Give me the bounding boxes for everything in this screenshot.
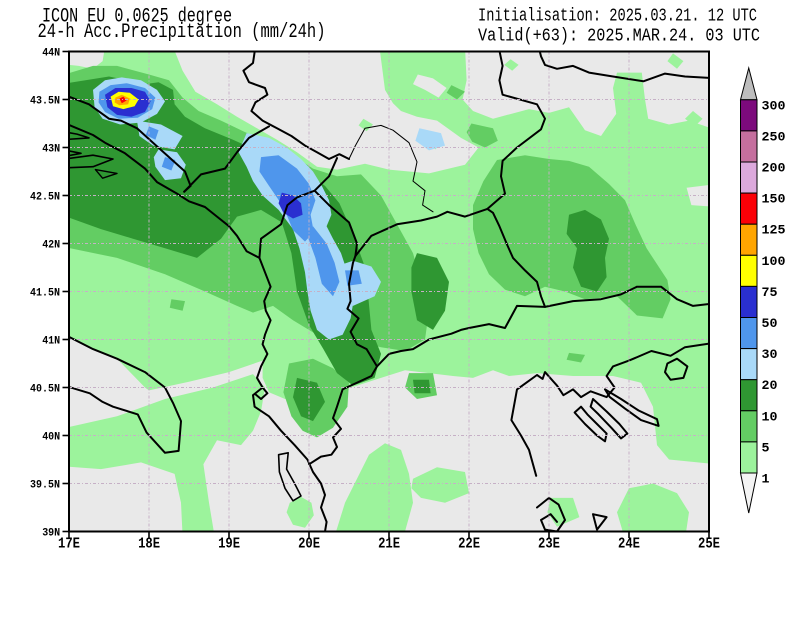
svg-text:5: 5 (762, 441, 770, 455)
svg-text:42N: 42N (42, 239, 60, 251)
svg-text:40N: 40N (42, 431, 60, 443)
svg-text:39.5N: 39.5N (30, 479, 60, 491)
svg-text:22E: 22E (458, 536, 480, 553)
svg-text:44N: 44N (42, 47, 60, 59)
svg-text:250: 250 (762, 130, 786, 144)
svg-text:42.5N: 42.5N (30, 191, 60, 203)
svg-text:20: 20 (762, 379, 778, 393)
svg-text:125: 125 (762, 224, 786, 238)
svg-text:Initialisation: 2025.03.21. 12: Initialisation: 2025.03.21. 12 UTC (478, 7, 757, 27)
svg-text:100: 100 (762, 255, 786, 269)
svg-text:41N: 41N (42, 335, 60, 347)
svg-text:41.5N: 41.5N (30, 287, 60, 299)
svg-text:30: 30 (762, 348, 778, 362)
svg-text:43.5N: 43.5N (30, 95, 60, 107)
svg-text:50: 50 (762, 317, 778, 331)
svg-text:150: 150 (762, 193, 786, 207)
svg-text:19E: 19E (218, 536, 240, 553)
svg-text:17E: 17E (58, 536, 80, 553)
svg-text:24E: 24E (618, 536, 640, 553)
svg-text:ICON EU 0.0625 degree: ICON EU 0.0625 degree (42, 6, 232, 29)
svg-text:75: 75 (762, 286, 778, 300)
svg-text:Valid(+63): 2025.MAR.24. 03 UT: Valid(+63): 2025.MAR.24. 03 UTC (478, 27, 760, 47)
svg-text:21E: 21E (378, 536, 400, 553)
svg-text:1: 1 (762, 473, 770, 487)
svg-text:20E: 20E (298, 536, 320, 553)
svg-text:300: 300 (762, 99, 786, 113)
svg-text:23E: 23E (538, 536, 560, 553)
svg-text:200: 200 (762, 162, 786, 176)
svg-text:18E: 18E (138, 536, 160, 553)
svg-text:39N: 39N (42, 527, 60, 539)
svg-text:25E: 25E (698, 536, 720, 553)
svg-text:43N: 43N (42, 143, 60, 155)
svg-text:40.5N: 40.5N (30, 383, 60, 395)
svg-text:24-h Acc.Precipitation (mm/24h: 24-h Acc.Precipitation (mm/24h) (38, 21, 326, 44)
svg-text:10: 10 (762, 410, 778, 424)
